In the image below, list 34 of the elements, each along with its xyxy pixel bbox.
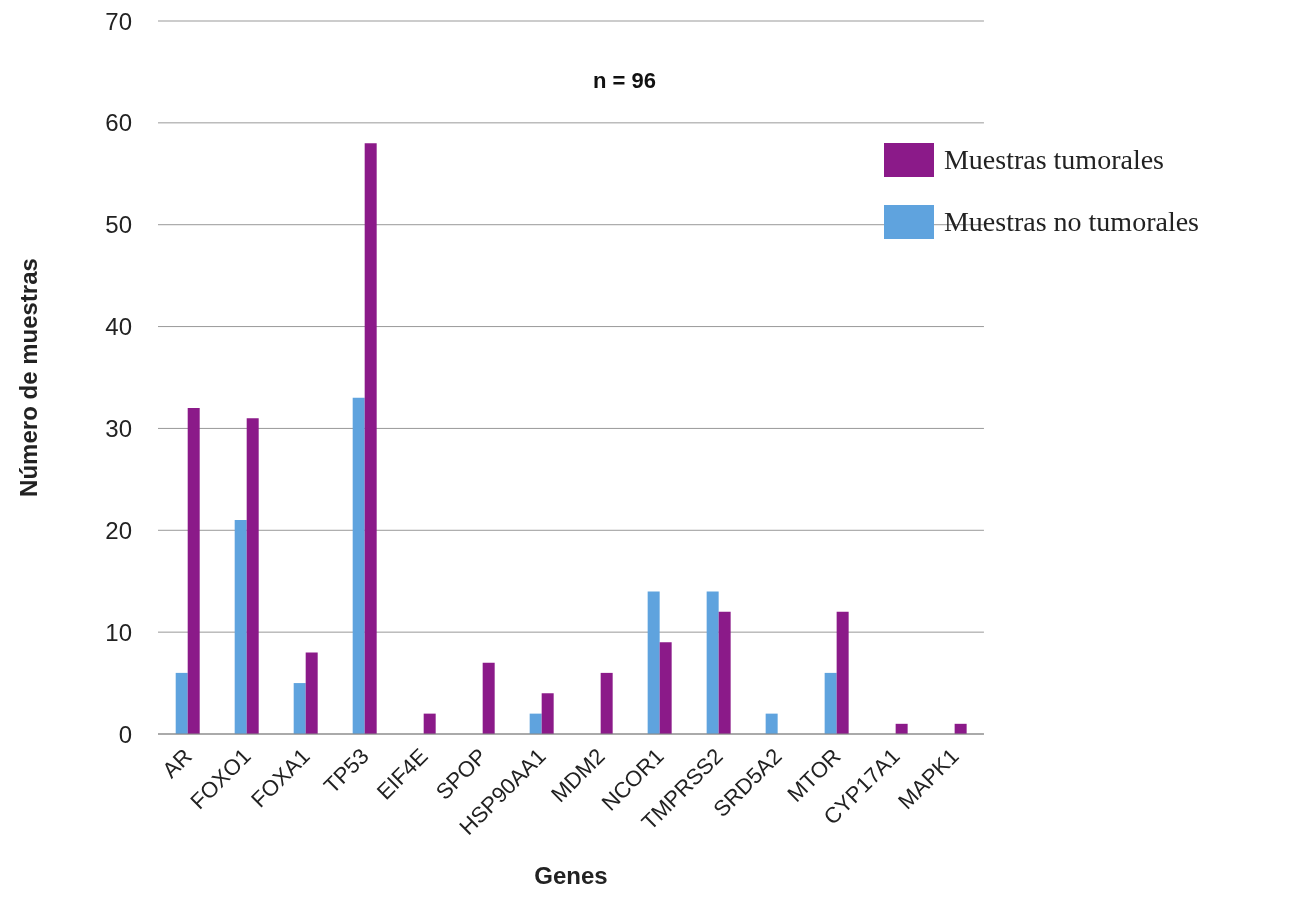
bar [246,418,259,734]
bar [364,143,377,734]
y-tick-label: 10 [105,618,132,646]
bar [718,611,731,734]
bar [423,713,436,734]
bar [706,591,719,734]
legend-label: Muestras tumorales [943,144,1164,176]
annotation: n = 96 [593,68,656,94]
y-tick-label: 30 [105,414,132,442]
y-tick-label: 20 [105,516,132,544]
bar [600,672,613,734]
y-tick-label: 60 [105,109,132,137]
y-tick-label: 50 [105,211,132,239]
bar [541,693,554,734]
y-tick-label: 0 [118,720,132,748]
bar [765,713,778,734]
bar [647,591,660,734]
bar [293,683,306,734]
bar [305,652,318,734]
y-axis-title: Número de muestras [14,258,42,497]
x-tick-label: AR [157,743,197,783]
y-tick-label: 70 [105,7,132,35]
bar [482,662,495,734]
bar [234,520,247,734]
bar [175,672,188,734]
x-axis-title: Genes [534,862,608,889]
bar [352,397,365,734]
y-tick-label: 40 [105,313,132,341]
bar [836,611,849,734]
bar [529,713,542,734]
bar [824,672,837,734]
legend-label: Muestras no tumorales [943,206,1199,238]
bar [659,642,672,734]
bar [187,408,200,734]
